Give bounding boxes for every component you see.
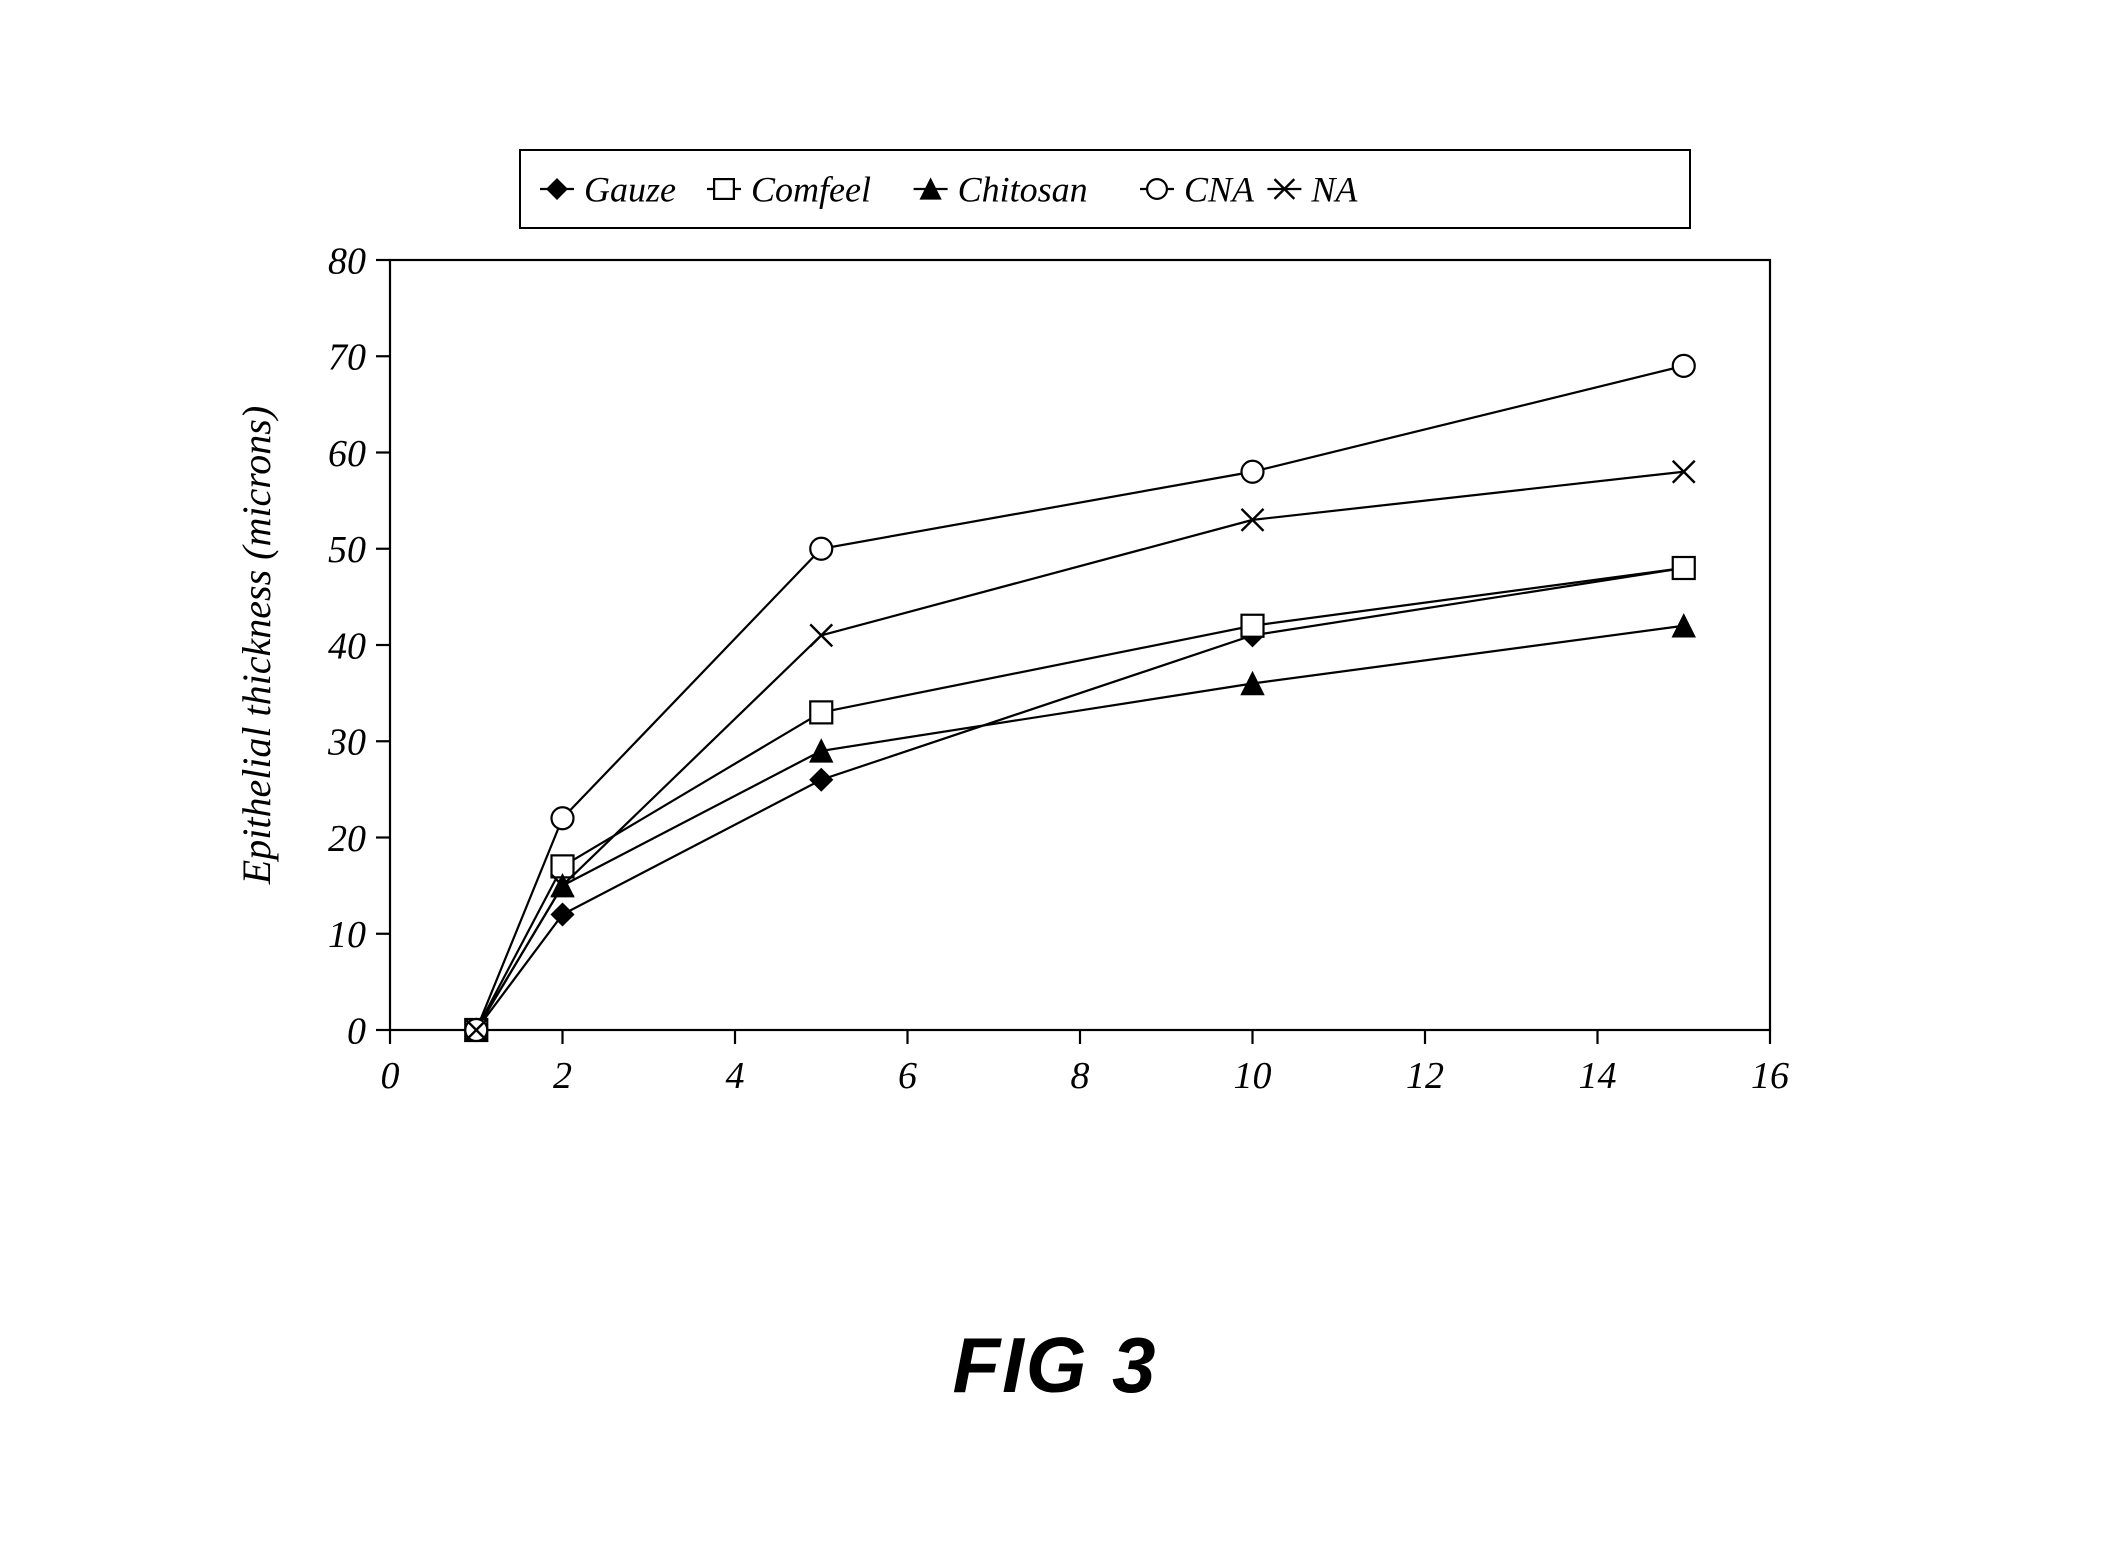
y-axis-label: Epithelial thickness (microns) <box>234 406 279 885</box>
ytick-label: 20 <box>328 818 366 860</box>
legend-label-gauze: Gauze <box>584 170 676 210</box>
xtick-label: 12 <box>1406 1055 1444 1097</box>
series-line-na <box>476 472 1684 1030</box>
ytick-label: 40 <box>328 625 366 667</box>
xtick-label: 14 <box>1579 1055 1617 1097</box>
figure-caption: FIG 3 <box>0 1320 2110 1411</box>
ytick-label: 70 <box>328 337 366 379</box>
xtick-label: 8 <box>1071 1055 1090 1097</box>
ytick-label: 50 <box>328 529 366 571</box>
ytick-label: 30 <box>327 722 366 764</box>
ytick-label: 10 <box>328 914 366 956</box>
series-line-comfeel <box>476 568 1684 1030</box>
xtick-label: 16 <box>1751 1055 1789 1097</box>
series-lines <box>476 366 1684 1030</box>
xtick-label: 2 <box>553 1055 572 1097</box>
legend-box <box>520 150 1690 228</box>
series-line-chitosan <box>476 626 1684 1030</box>
ytick-label: 0 <box>347 1010 366 1052</box>
series-line-gauze <box>476 568 1684 1030</box>
series-line-cna <box>476 366 1684 1030</box>
xtick-label: 0 <box>381 1055 400 1097</box>
legend-label-comfeel: Comfeel <box>751 170 871 210</box>
ytick-label: 60 <box>328 433 366 475</box>
legend-label-cna: CNA <box>1184 170 1255 210</box>
series-markers <box>465 355 1695 1041</box>
legend-label-na: NA <box>1310 170 1358 210</box>
legend-label-chitosan: Chitosan <box>958 170 1088 210</box>
xtick-label: 4 <box>726 1055 745 1097</box>
xtick-label: 10 <box>1234 1055 1272 1097</box>
ytick-label: 80 <box>328 240 366 282</box>
xtick-label: 6 <box>898 1055 917 1097</box>
